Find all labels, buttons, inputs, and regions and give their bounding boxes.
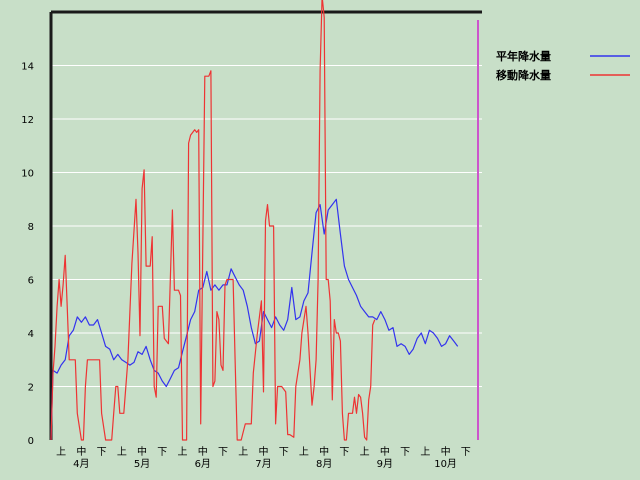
x-period-label: 下 bbox=[339, 447, 349, 458]
x-period-label: 上 bbox=[56, 446, 66, 458]
y-tick-label: 10 bbox=[21, 169, 34, 180]
y-tick-label: 2 bbox=[28, 383, 34, 394]
x-period-label: 下 bbox=[400, 447, 410, 458]
x-period-label: 上 bbox=[420, 446, 430, 458]
x-axis-ticks: 上中下上中下上中下上中下上中下上中下上中下4月 5月 6月 7月 8月 9月 10月 bbox=[56, 445, 471, 470]
x-period-label: 上 bbox=[117, 446, 127, 458]
x-month-label: 4月 bbox=[73, 458, 89, 470]
x-month-label: 5月 bbox=[134, 458, 150, 470]
x-period-label: 上 bbox=[178, 446, 188, 458]
series-lines bbox=[50, 0, 459, 441]
x-period-label: 中 bbox=[319, 445, 329, 458]
x-period-label: 中 bbox=[258, 445, 268, 458]
x-period-label: 下 bbox=[218, 447, 228, 458]
x-period-label: 下 bbox=[279, 447, 289, 458]
x-period-label: 上 bbox=[360, 446, 370, 458]
x-period-label: 下 bbox=[461, 447, 471, 458]
x-month-label: 9月 bbox=[377, 458, 393, 470]
y-tick-label: 12 bbox=[21, 115, 34, 126]
y-tick-label: 14 bbox=[21, 62, 34, 73]
x-period-label: 中 bbox=[380, 445, 390, 458]
x-month-label: 10月 bbox=[434, 458, 457, 470]
y-tick-label: 0 bbox=[28, 436, 34, 447]
x-month-label: 7月 bbox=[255, 458, 271, 470]
y-axis-ticks: 0 2 4 6 8 10 12 14 bbox=[21, 62, 34, 448]
x-month-label: 6月 bbox=[195, 458, 211, 470]
x-month-label: 8月 bbox=[316, 458, 332, 470]
x-period-label: 上 bbox=[238, 446, 248, 458]
x-period-label: 上 bbox=[299, 446, 309, 458]
y-tick-label: 6 bbox=[28, 276, 34, 287]
y-tick-label: 4 bbox=[28, 329, 34, 340]
grid-lines bbox=[51, 65, 482, 387]
series-line-2 bbox=[50, 0, 376, 441]
x-period-label: 中 bbox=[198, 445, 208, 458]
axes bbox=[49, 10, 482, 440]
legend-label: 平年降水量 bbox=[496, 49, 551, 63]
x-period-label: 中 bbox=[137, 445, 147, 458]
x-period-label: 下 bbox=[97, 447, 107, 458]
series-line-1 bbox=[50, 198, 459, 441]
x-period-label: 中 bbox=[76, 445, 86, 458]
legend-label: 移動降水量 bbox=[496, 68, 551, 82]
y-tick-label: 8 bbox=[28, 222, 34, 233]
x-period-label: 中 bbox=[441, 445, 451, 458]
x-period-label: 下 bbox=[157, 447, 167, 458]
